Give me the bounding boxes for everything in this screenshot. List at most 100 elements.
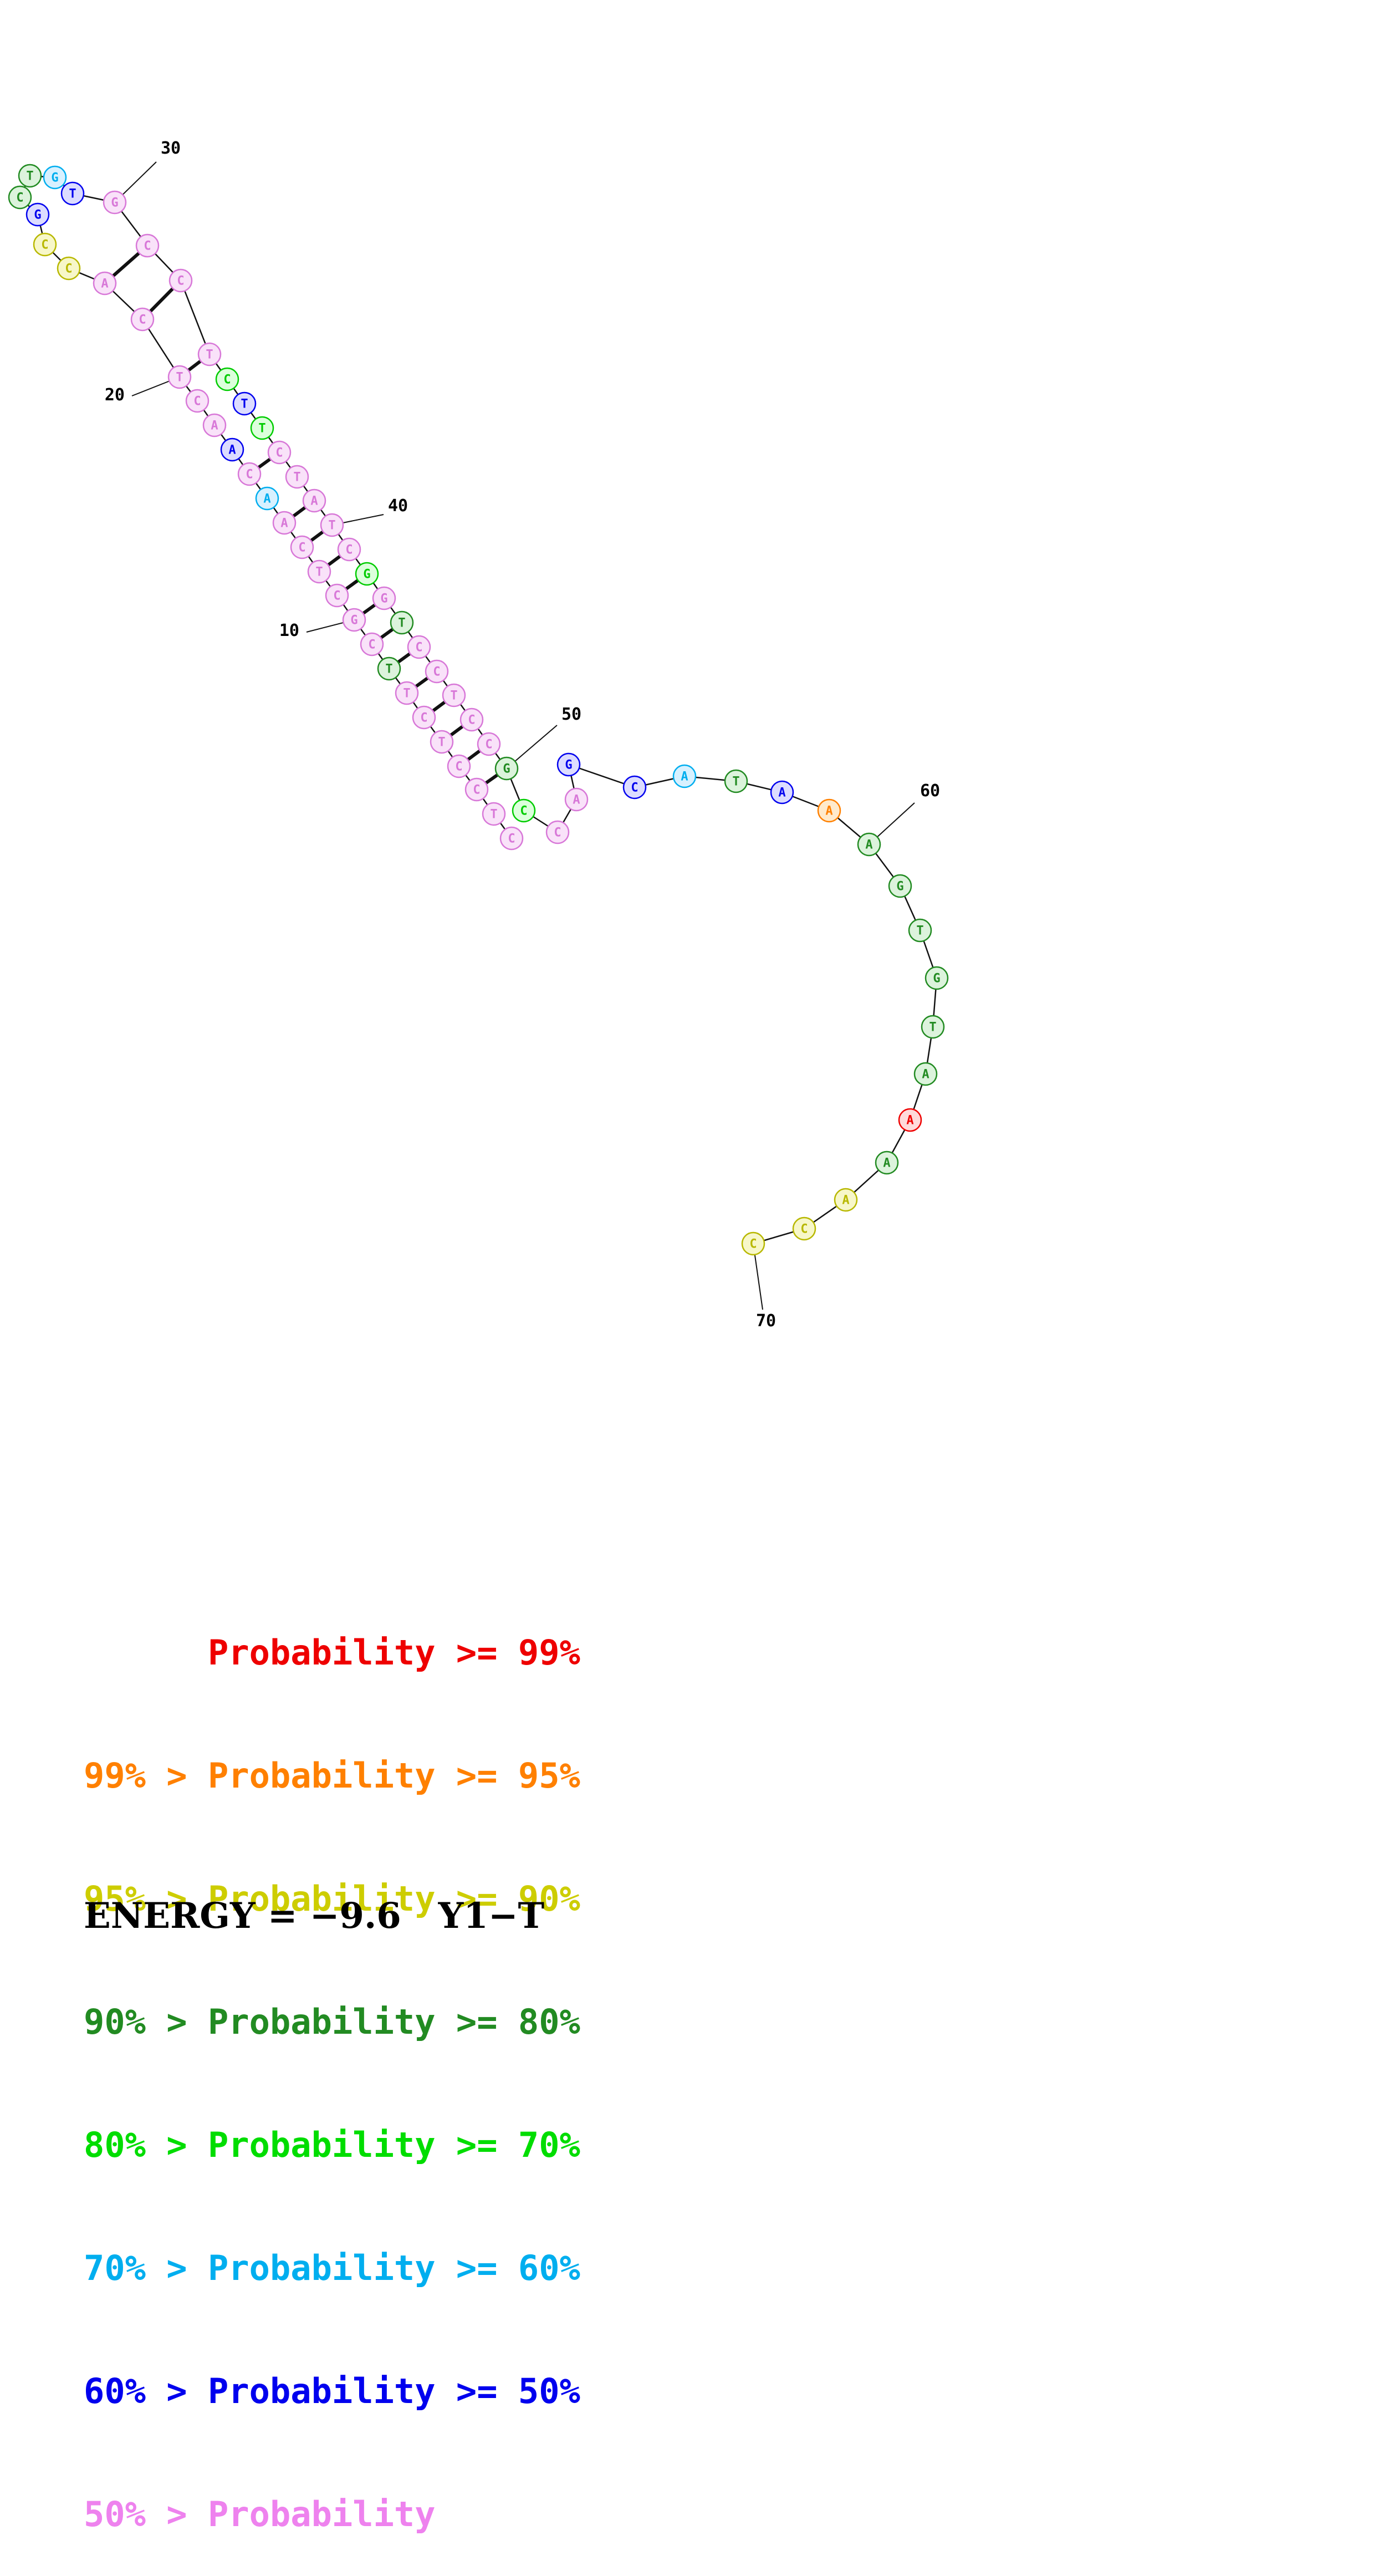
nucleotide-base-35: T xyxy=(241,398,248,411)
legend-row-p80: 90% > Probability >= 80% xyxy=(84,2002,580,2042)
nucleotide-1 xyxy=(499,826,524,851)
nucleotide-2 xyxy=(482,802,506,826)
nucleotide-43 xyxy=(372,586,396,610)
legend-row-p60: 70% > Probability >= 60% xyxy=(84,2248,580,2288)
nucleotide-base-30: G xyxy=(111,196,118,210)
nucleotide-base-2: T xyxy=(490,808,497,822)
nucleotide-base-52: C xyxy=(554,826,561,840)
nucleotide-base-68: A xyxy=(842,1194,849,1208)
nucleotide-21 xyxy=(130,307,155,332)
nucleotide-base-9: C xyxy=(368,638,375,652)
nucleotide-4 xyxy=(447,754,471,778)
legend-row-p50: 60% > Probability >= 50% xyxy=(84,2371,580,2411)
nucleotide-base-15: A xyxy=(263,492,270,506)
nucleotide-39 xyxy=(302,488,326,513)
nucleotide-base-33: T xyxy=(206,348,213,362)
nucleotide-base-26: C xyxy=(16,191,23,205)
nucleotide-69 xyxy=(792,1216,816,1241)
nucleotide-59 xyxy=(817,798,841,823)
nucleotide-45 xyxy=(407,635,431,659)
nucleotide-base-49: C xyxy=(485,738,492,752)
nucleotide-base-11: C xyxy=(333,589,340,603)
nucleotide-26 xyxy=(8,185,32,210)
nucleotide-49 xyxy=(477,732,501,756)
nucleotide-40 xyxy=(320,513,344,537)
nucleotide-15 xyxy=(255,486,279,511)
nucleotide-base-63: G xyxy=(933,972,940,986)
nucleotide-base-36: T xyxy=(258,422,265,436)
nucleotide-30 xyxy=(103,190,127,215)
nucleotide-base-53: A xyxy=(573,793,580,807)
nucleotide-54 xyxy=(556,752,581,777)
nucleotide-56 xyxy=(672,764,697,788)
nucleotide-62 xyxy=(908,918,932,943)
nucleotide-38 xyxy=(285,465,309,489)
nucleotide-9 xyxy=(360,632,384,656)
nucleotide-base-44: T xyxy=(398,617,405,630)
nucleotide-17 xyxy=(220,437,244,462)
nucleotide-19 xyxy=(185,389,210,413)
tick-label-40: 40 xyxy=(388,496,408,516)
nucleotide-base-69: C xyxy=(800,1223,808,1236)
nucleotide-base-12: T xyxy=(315,566,323,579)
legend-row-p95: 99% > Probability >= 95% xyxy=(84,1755,580,1796)
nucleotide-base-6: C xyxy=(420,711,427,725)
nucleotide-base-5: T xyxy=(438,736,445,750)
nucleotide-base-43: G xyxy=(380,592,387,606)
nucleotide-base-60: A xyxy=(865,838,872,852)
nucleotide-23 xyxy=(57,256,81,281)
nucleotide-base-37: C xyxy=(275,446,283,460)
nucleotide-31 xyxy=(135,233,160,258)
nucleotide-base-28: G xyxy=(51,171,58,185)
nucleotide-6 xyxy=(412,705,436,730)
nucleotide-base-3: C xyxy=(473,783,480,797)
nucleotide-16 xyxy=(237,462,262,486)
legend-row-p70: 80% > Probability >= 70% xyxy=(84,2125,580,2165)
nucleotide-base-16: C xyxy=(246,468,253,482)
nucleotide-base-38: T xyxy=(293,471,300,485)
nucleotide-22 xyxy=(93,271,117,296)
probability-legend: Probability >= 99% 99% > Probability >= … xyxy=(84,1550,580,2576)
nucleotide-base-66: A xyxy=(906,1114,913,1128)
nucleotide-base-23: C xyxy=(65,262,72,276)
nucleotide-base-21: C xyxy=(139,313,146,327)
nucleotide-24 xyxy=(33,232,57,257)
nucleotide-base-22: A xyxy=(101,277,108,291)
nucleotide-55 xyxy=(622,775,647,800)
nucleotide-base-42: G xyxy=(363,568,370,582)
nucleotide-20 xyxy=(167,365,192,389)
nucleotide-65 xyxy=(913,1062,938,1086)
nucleotide-base-25: G xyxy=(34,208,41,222)
tick-label-30: 30 xyxy=(161,139,181,158)
nucleotide-base-45: C xyxy=(415,641,422,655)
nucleotide-70 xyxy=(741,1231,765,1256)
nucleotide-base-50: G xyxy=(503,762,510,776)
nucleotide-base-70: C xyxy=(749,1238,757,1251)
nucleotide-base-32: C xyxy=(177,274,184,288)
tick-label-60: 60 xyxy=(920,781,940,801)
nucleotide-61 xyxy=(888,874,912,898)
nucleotide-18 xyxy=(202,413,227,437)
nucleotide-base-47: T xyxy=(450,689,457,703)
nucleotide-base-65: A xyxy=(922,1068,929,1082)
nucleotide-44 xyxy=(390,610,414,635)
tick-label-70: 70 xyxy=(756,1311,776,1331)
backbone-segment xyxy=(180,280,211,355)
nucleotide-base-20: T xyxy=(176,371,183,385)
nucleotide-57 xyxy=(724,769,748,793)
nucleotide-5 xyxy=(430,730,454,754)
legend-row-lt50: 50% > Probability xyxy=(84,2494,436,2534)
nucleotide-base-27: T xyxy=(26,170,33,184)
nucleotide-7 xyxy=(395,681,419,705)
nucleotide-8 xyxy=(377,656,401,681)
nucleotide-10 xyxy=(342,608,366,632)
nucleotide-base-51: C xyxy=(520,805,527,818)
nucleotide-base-64: T xyxy=(929,1021,936,1035)
nucleotide-base-40: T xyxy=(328,519,335,533)
nucleotide-base-61: G xyxy=(896,880,903,894)
nucleotide-base-62: T xyxy=(916,924,923,938)
nucleotide-28 xyxy=(43,165,67,190)
nucleotide-64 xyxy=(921,1015,945,1039)
nucleotide-12 xyxy=(307,559,331,584)
nucleotide-base-10: G xyxy=(350,614,357,628)
